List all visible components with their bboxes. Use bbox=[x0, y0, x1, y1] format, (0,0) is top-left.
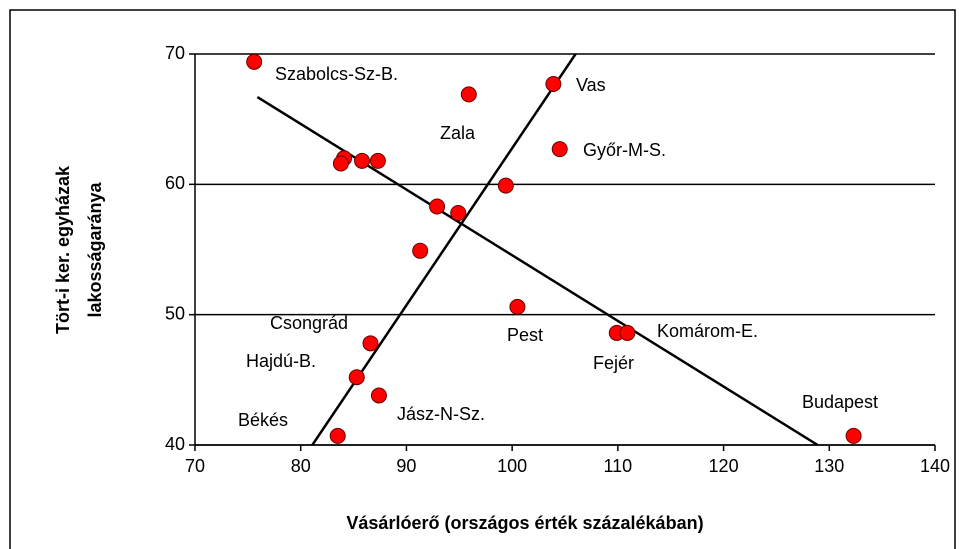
annotation: Győr-M-S. bbox=[583, 140, 666, 160]
annotation: Hajdú-B. bbox=[246, 351, 316, 371]
point bbox=[450, 205, 467, 222]
y-tick-label: 70 bbox=[165, 43, 185, 63]
point bbox=[348, 369, 365, 386]
annotation: Fejér bbox=[593, 353, 634, 373]
point bbox=[460, 86, 477, 103]
point bbox=[429, 198, 446, 215]
annotation: Jász-N-Sz. bbox=[397, 404, 485, 424]
x-axis-title: Vásárlóerő (országos érték százalékában) bbox=[346, 513, 703, 533]
annotation: Szabolcs-Sz-B. bbox=[275, 64, 398, 84]
annotation: Komárom-E. bbox=[657, 321, 758, 341]
y-axis-title: Tört-i ker. egyházak bbox=[53, 165, 73, 334]
point bbox=[246, 53, 263, 70]
annotation: Zala bbox=[440, 123, 476, 143]
point bbox=[370, 387, 387, 404]
x-tick-label: 70 bbox=[185, 456, 205, 476]
point bbox=[845, 427, 862, 444]
x-tick-label: 140 bbox=[920, 456, 950, 476]
point bbox=[412, 242, 429, 259]
point bbox=[362, 335, 379, 352]
x-tick-label: 80 bbox=[291, 456, 311, 476]
y-tick-label: 50 bbox=[165, 303, 185, 323]
y-axis-title: lakosságaránya bbox=[85, 181, 105, 317]
point bbox=[545, 75, 562, 92]
y-tick-label: 40 bbox=[165, 434, 185, 454]
annotation: Békés bbox=[238, 410, 288, 430]
point bbox=[332, 155, 349, 172]
annotation: Vas bbox=[576, 75, 606, 95]
x-tick-label: 120 bbox=[709, 456, 739, 476]
point bbox=[619, 324, 636, 341]
x-tick-label: 130 bbox=[814, 456, 844, 476]
point bbox=[497, 177, 514, 194]
point bbox=[354, 152, 371, 169]
point bbox=[369, 152, 386, 169]
annotation: Pest bbox=[507, 325, 543, 345]
point bbox=[329, 427, 346, 444]
point bbox=[509, 298, 526, 315]
point bbox=[551, 141, 568, 158]
annotation: Csongrád bbox=[270, 313, 348, 333]
y-tick-label: 60 bbox=[165, 173, 185, 193]
x-tick-label: 90 bbox=[396, 456, 416, 476]
x-tick-label: 100 bbox=[497, 456, 527, 476]
annotation: Budapest bbox=[802, 392, 878, 412]
x-tick-label: 110 bbox=[604, 456, 633, 476]
chart-border bbox=[9, 9, 956, 549]
